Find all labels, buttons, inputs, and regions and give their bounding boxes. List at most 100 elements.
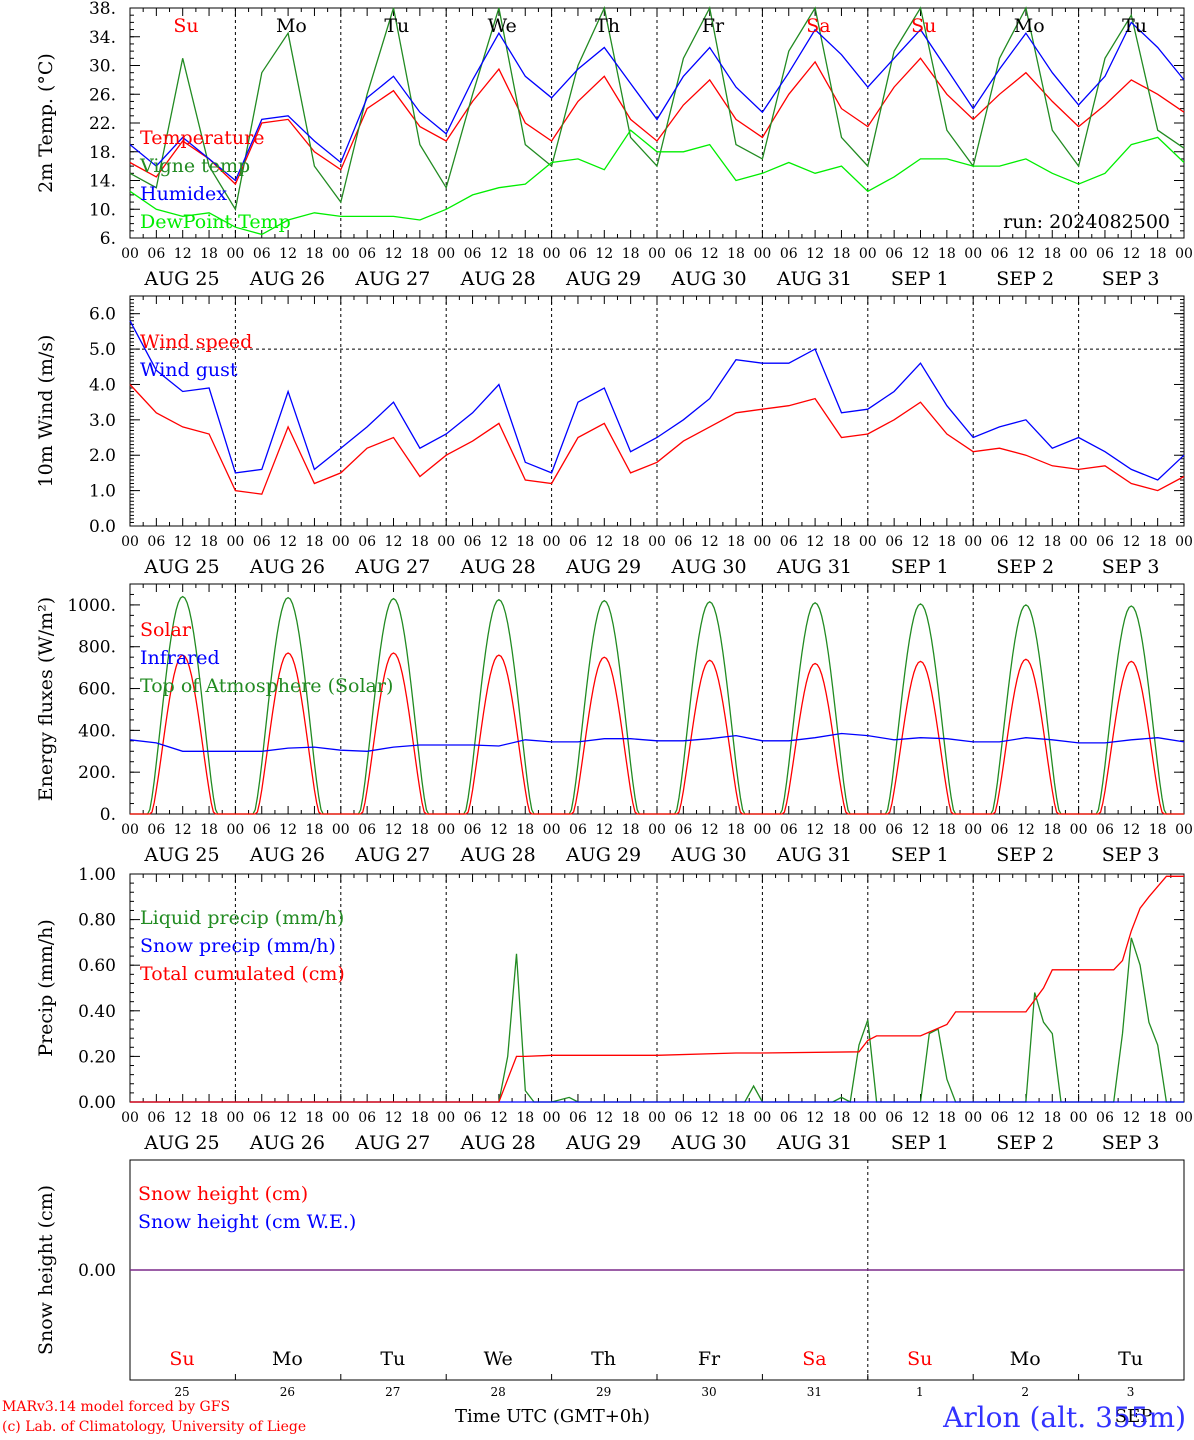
run-label: run: 2024082500 — [1003, 211, 1170, 233]
hour-tick-label: 00 — [648, 534, 666, 550]
hour-tick-label: 06 — [147, 822, 165, 838]
hour-tick-label: 00 — [1070, 1110, 1088, 1126]
hour-tick-label: 00 — [543, 246, 561, 262]
station-label: Arlon (alt. 355m) — [943, 1401, 1186, 1434]
hour-tick-label: 06 — [991, 1110, 1009, 1126]
weekday-label: Sa — [806, 15, 830, 37]
hour-tick-label: 06 — [569, 1110, 587, 1126]
hour-tick-label: 18 — [622, 246, 640, 262]
hour-tick-label: 00 — [121, 1110, 139, 1126]
model-credit: MARv3.14 model forced by GFS — [2, 1399, 231, 1415]
series-line — [130, 875, 1184, 1103]
series-line — [129, 5, 1185, 212]
y-tick-label: 0.60 — [78, 956, 116, 976]
hour-tick-label: 12 — [806, 1110, 824, 1126]
hour-tick-label: 00 — [437, 246, 455, 262]
panel-precip: 00 06 12 18 00 06 12 18 00 06 12 18 00 06 12 18 00 06 12 18… — [35, 865, 1193, 1154]
day-number-label: 3 — [1127, 1385, 1135, 1399]
hour-tick-label: 12 — [701, 534, 719, 550]
hour-tick-label: 00 — [1175, 534, 1193, 550]
hour-tick-label: 06 — [780, 822, 798, 838]
hour-tick-label: 18 — [1043, 822, 1061, 838]
hour-tick-label: 12 — [385, 246, 403, 262]
date-label: SEP 1 — [891, 268, 949, 290]
weekday-label: Th — [595, 15, 620, 37]
hour-tick-label: 06 — [464, 1110, 482, 1126]
hour-tick-label: 18 — [833, 1110, 851, 1126]
hour-tick-label: 00 — [753, 1110, 771, 1126]
weekday-label: Sa — [802, 1348, 826, 1370]
hour-tick-label: 00 — [964, 534, 982, 550]
date-label: AUG 26 — [249, 1132, 325, 1154]
hour-tick-label: 00 — [226, 246, 244, 262]
hour-tick-label: 18 — [1043, 534, 1061, 550]
legend-entry: Temperature — [140, 127, 264, 149]
hour-tick-label: 12 — [490, 822, 508, 838]
hour-tick-label: 18 — [411, 246, 429, 262]
hour-tick-label: 06 — [991, 822, 1009, 838]
hour-tick-label: 12 — [279, 534, 297, 550]
hour-tick-label: 00 — [121, 534, 139, 550]
legend-entry: Top of Atmosphere (Solar) — [140, 675, 393, 697]
hour-tick-label: 12 — [385, 1110, 403, 1126]
hour-tick-label: 00 — [859, 822, 877, 838]
date-label: AUG 30 — [670, 268, 746, 290]
hour-tick-label: 06 — [464, 246, 482, 262]
hour-tick-label: 06 — [1096, 246, 1114, 262]
hour-tick-label: 18 — [833, 822, 851, 838]
hour-tick-label: 12 — [490, 246, 508, 262]
weekday-label: Mo — [276, 15, 307, 37]
legend-entry: Snow height (cm) — [138, 1183, 308, 1205]
y-tick-label: 0.20 — [78, 1047, 116, 1067]
hour-tick-label: 12 — [490, 1110, 508, 1126]
hour-tick-label: 18 — [727, 1110, 745, 1126]
hour-tick-label: 18 — [938, 534, 956, 550]
hour-tick-label: 00 — [648, 1110, 666, 1126]
hour-tick-label: 06 — [674, 1110, 692, 1126]
hour-tick-label: 18 — [622, 822, 640, 838]
date-label: SEP 3 — [1102, 556, 1160, 578]
hour-tick-label: 00 — [1175, 246, 1193, 262]
hour-tick-label: 06 — [780, 534, 798, 550]
date-label: AUG 28 — [460, 844, 536, 866]
weekday-label: Fr — [698, 1348, 721, 1370]
date-label: AUG 27 — [354, 556, 430, 578]
hour-tick-label: 18 — [516, 534, 534, 550]
hour-tick-label: 06 — [253, 246, 271, 262]
date-label: AUG 31 — [776, 844, 852, 866]
date-label: AUG 29 — [565, 1132, 641, 1154]
legend-entry: Total cumulated (cm) — [140, 963, 345, 985]
day-number-label: 26 — [280, 1385, 295, 1399]
hour-tick-label: 18 — [200, 822, 218, 838]
legend-entry: Infrared — [140, 647, 220, 669]
series-line — [129, 384, 1185, 495]
hour-tick-label: 18 — [516, 1110, 534, 1126]
series-line — [129, 732, 1185, 752]
hour-tick-label: 12 — [1122, 246, 1140, 262]
hour-tick-label: 00 — [1175, 822, 1193, 838]
y-tick-label: 22. — [89, 114, 116, 134]
y-tick-label: 400. — [78, 721, 116, 741]
legend-entry: Humidex — [140, 183, 227, 205]
y-tick-label: 0.00 — [78, 1261, 116, 1281]
hour-tick-label: 00 — [332, 534, 350, 550]
hour-tick-label: 00 — [753, 246, 771, 262]
y-tick-label: 800. — [78, 638, 116, 658]
hour-tick-label: 18 — [1043, 246, 1061, 262]
hour-tick-label: 12 — [385, 534, 403, 550]
date-label: AUG 26 — [249, 268, 325, 290]
hour-tick-label: 00 — [543, 534, 561, 550]
hour-tick-label: 18 — [306, 246, 324, 262]
hour-tick-label: 00 — [964, 822, 982, 838]
y-tick-label: 200. — [78, 763, 116, 783]
weekday-label: Tu — [1122, 15, 1147, 37]
hour-tick-label: 12 — [912, 822, 930, 838]
hour-tick-label: 06 — [991, 246, 1009, 262]
hour-tick-label: 06 — [780, 1110, 798, 1126]
day-number-label: 31 — [807, 1385, 822, 1399]
hour-tick-label: 06 — [569, 822, 587, 838]
hour-tick-label: 00 — [121, 822, 139, 838]
hour-tick-label: 06 — [1096, 1110, 1114, 1126]
day-number-label: 29 — [596, 1385, 611, 1399]
hour-tick-label: 06 — [358, 1110, 376, 1126]
